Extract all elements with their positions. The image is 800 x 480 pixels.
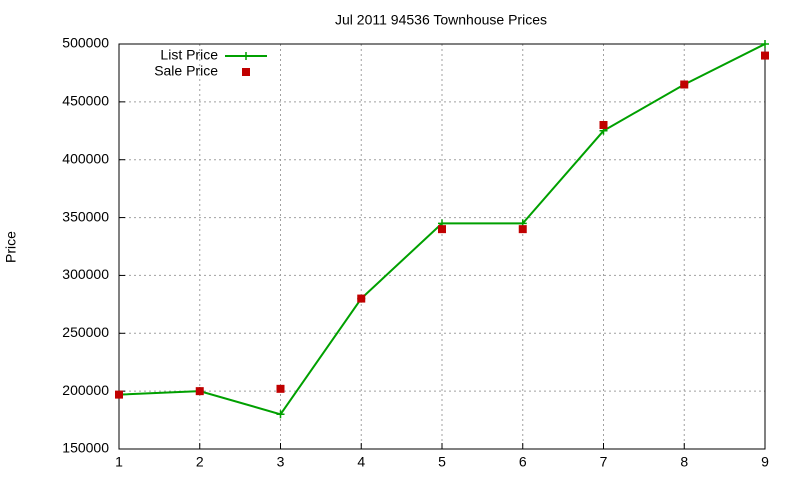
x-tick-label: 9 [761,454,769,470]
chart-title: Jul 2011 94536 Townhouse Prices [335,12,547,28]
point [599,121,608,129]
x-tick-label: 1 [115,454,123,470]
x-tick-label: 4 [357,454,365,470]
y-tick-label: 400000 [62,150,109,166]
legend-label: Sale Price [154,63,218,79]
point [680,80,689,89]
y-axis-label: Price [3,231,19,263]
y-tick-label: 300000 [62,266,109,282]
x-tick-label: 2 [196,454,204,470]
x-tick-label: 8 [680,454,688,470]
x-tick-label: 6 [519,454,527,470]
y-tick-label: 150000 [62,440,109,456]
y-tick-label: 250000 [62,324,109,340]
y-tick-label: 200000 [62,382,109,398]
legend-marker [242,68,250,76]
point [518,225,527,234]
legend-marker [242,52,250,60]
point [276,384,285,393]
legend-label: List Price [160,47,218,63]
x-tick-label: 7 [600,454,608,470]
y-tick-label: 450000 [62,93,109,109]
y-tick-label: 500000 [62,35,109,51]
x-tick-label: 5 [438,454,446,470]
y-tick-label: 350000 [62,208,109,224]
point [195,387,204,396]
point [276,410,285,419]
point [761,51,769,60]
point [115,390,123,399]
point [438,225,446,234]
plot-frame [118,43,766,450]
point [761,40,769,48]
point [357,294,366,303]
x-tick-label: 3 [277,454,285,470]
